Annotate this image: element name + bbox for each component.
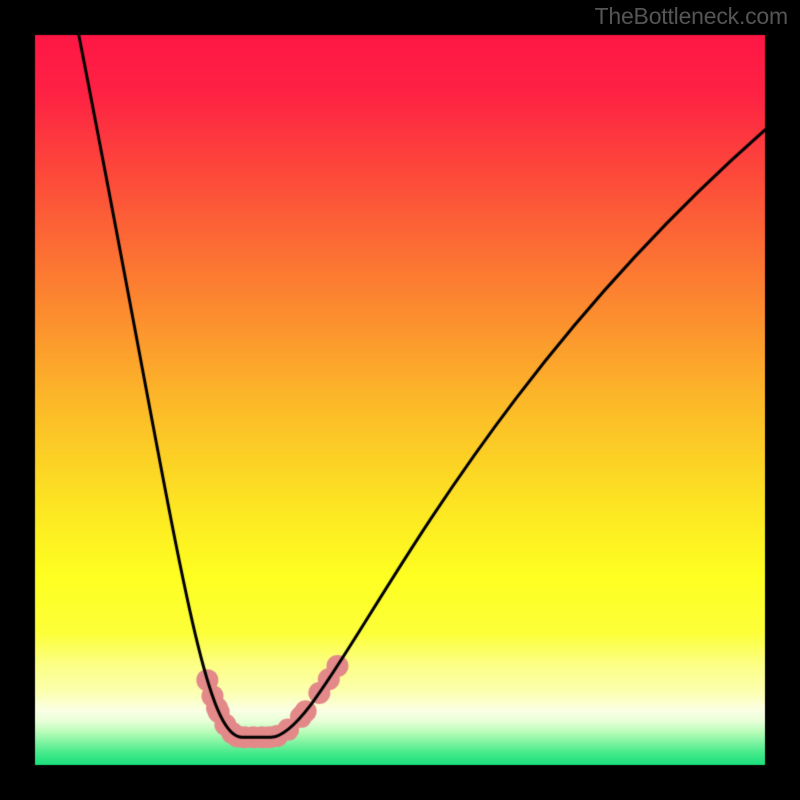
watermark-text: TheBottleneck.com: [595, 3, 788, 30]
chart-container: TheBottleneck.com: [0, 0, 800, 800]
bottleneck-chart-canvas: [0, 0, 800, 800]
